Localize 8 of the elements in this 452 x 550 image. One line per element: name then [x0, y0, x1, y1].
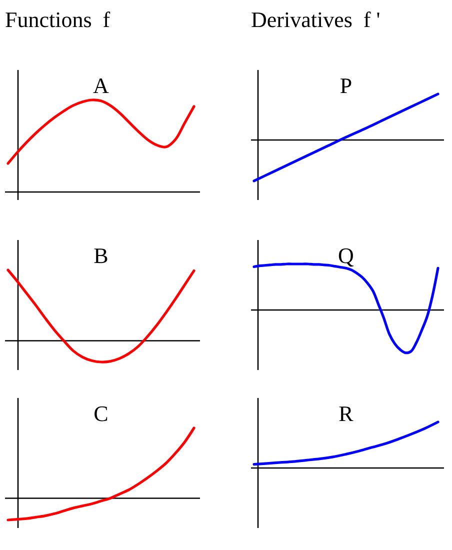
chart-title: P — [340, 73, 352, 98]
text: Functions f — [5, 7, 111, 32]
chart-title: R — [338, 401, 354, 426]
chart-title: C — [94, 401, 108, 426]
chart-title: Q — [338, 243, 354, 268]
chart-title: A — [93, 73, 110, 98]
chart-title: B — [94, 243, 108, 268]
text: Derivatives f ' — [251, 7, 380, 32]
